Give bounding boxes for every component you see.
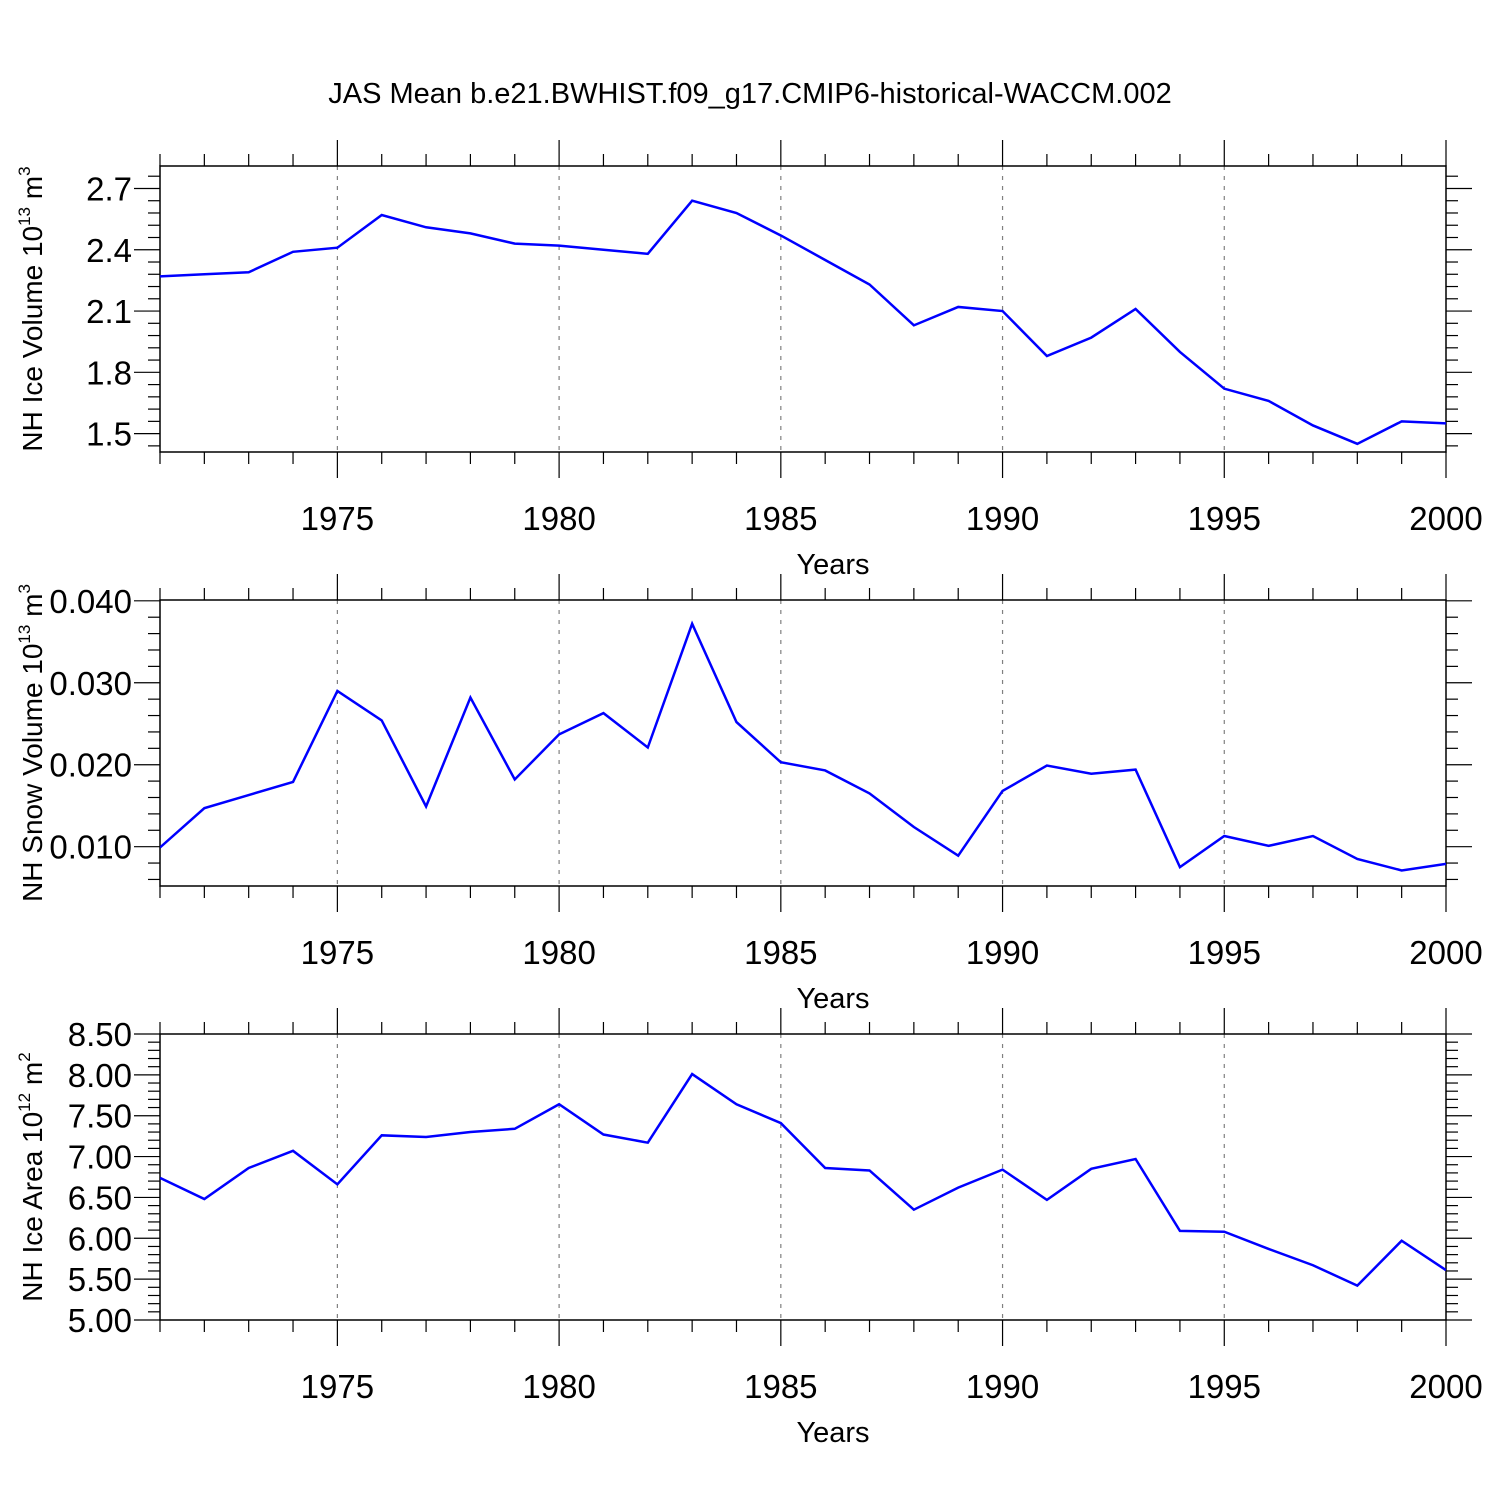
- x-tick-label: 1990: [966, 500, 1039, 537]
- panels: 1975 1980 1985 1990 1995 2000 Years 1.5 1.8 2.1 2.…: [15, 140, 1483, 1449]
- x-tick-label: 1980: [522, 934, 595, 971]
- y-tick-label: 0.030: [49, 665, 132, 702]
- x-tick-label: 1990: [966, 1368, 1039, 1405]
- y-tick-label: 1.5: [86, 416, 132, 453]
- x-tick-label: 1975: [301, 1368, 374, 1405]
- x-tick-label: 1985: [744, 934, 817, 971]
- x-tick-label: 1985: [744, 500, 817, 537]
- panel-2: 1975 1980 1985 1990 1995 2000 Years 0.010 0.020 0…: [15, 574, 1483, 1015]
- y-axis-label: NH Ice Area 1012 m2: [15, 1052, 48, 1301]
- y-tick-label: 8.50: [68, 1016, 132, 1053]
- y-tick-label: 2.1: [86, 293, 132, 330]
- x-axis-label: Years: [796, 549, 869, 581]
- y-tick-label: 5.00: [68, 1302, 132, 1339]
- y-tick-label: 5.50: [68, 1261, 132, 1298]
- x-tick-label: 1980: [522, 1368, 595, 1405]
- x-tick-label: 2000: [1409, 500, 1482, 537]
- x-tick-label: 1990: [966, 934, 1039, 971]
- x-tick-label: 1975: [301, 500, 374, 537]
- y-tick-label: 1.8: [86, 354, 132, 391]
- plot-frame: [159, 1033, 1447, 1321]
- panel-3: 1975 1980 1985 1990 1995 2000 Years 5.00 5.50 6.0…: [15, 1008, 1483, 1449]
- series-line: [160, 199, 1446, 446]
- x-tick-label: 2000: [1409, 1368, 1482, 1405]
- y-tick-label: 2.7: [86, 170, 132, 207]
- x-axis-label: Years: [796, 983, 869, 1015]
- x-tick-label: 1995: [1188, 1368, 1261, 1405]
- x-axis-label: Years: [796, 1417, 869, 1449]
- x-tick-label: 1975: [301, 934, 374, 971]
- y-axis-label: NH Ice Volume 1013 m3: [15, 166, 48, 451]
- x-tick-label: 1980: [522, 500, 595, 537]
- y-tick-label: 0.040: [49, 583, 132, 620]
- y-tick-label: 2.4: [86, 232, 132, 269]
- x-tick-label: 1985: [744, 1368, 817, 1405]
- panel-1: 1975 1980 1985 1990 1995 2000 Years 1.5 1.8 2.1 2.…: [15, 140, 1483, 581]
- y-tick-label: 7.00: [68, 1139, 132, 1176]
- series-line: [160, 620, 1446, 872]
- y-tick-label: 0.010: [49, 829, 132, 866]
- y-tick-label: 6.50: [68, 1179, 132, 1216]
- plot-frame: [159, 165, 1447, 453]
- y-tick-label: 6.00: [68, 1220, 132, 1257]
- x-tick-label: 1995: [1188, 500, 1261, 537]
- y-tick-label: 8.00: [68, 1057, 132, 1094]
- y-axis-label: NH Snow Volume 1013 m3: [15, 584, 48, 902]
- y-tick-label: 7.50: [68, 1098, 132, 1135]
- x-tick-label: 1995: [1188, 934, 1261, 971]
- x-tick-label: 2000: [1409, 934, 1482, 971]
- y-tick-label: 0.020: [49, 747, 132, 784]
- figure-title: JAS Mean b.e21.BWHIST.f09_g17.CMIP6-hist…: [328, 78, 1171, 110]
- plot-frame: [159, 599, 1447, 887]
- series-line: [160, 1072, 1446, 1288]
